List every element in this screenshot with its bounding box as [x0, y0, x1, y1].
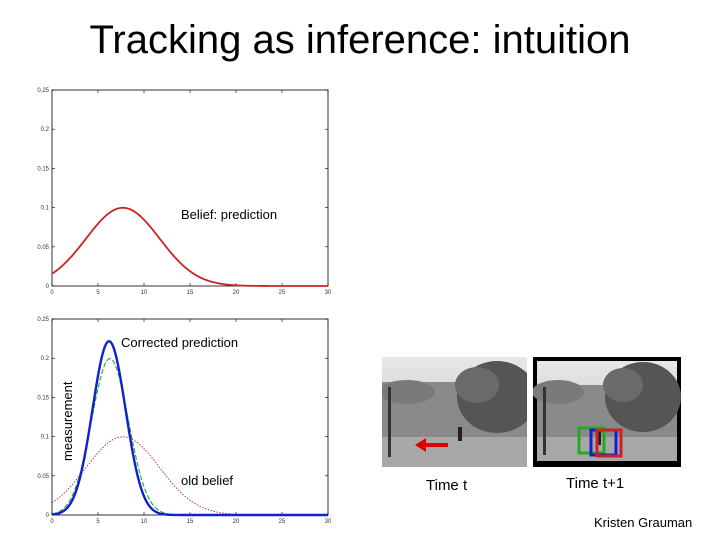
corrected-prediction-label: Corrected prediction [121, 335, 239, 350]
y-tick-label: 0.05 [37, 474, 49, 480]
plot-frame [51, 89, 329, 287]
y-tick-label: 0.1 [41, 206, 50, 212]
y-tick-label: 0.1 [41, 435, 50, 441]
x-tick-label: 20 [233, 290, 240, 296]
corrected-prediction-plot: 0 5 10 15 20 25 30 0 0.05 0.1 0.15 0.2 0.25 [37, 317, 332, 525]
x-tick-label: 5 [96, 519, 100, 525]
x-tick-label: 25 [279, 290, 286, 296]
y-tick-label: 0.25 [37, 88, 49, 94]
y-tick-label: 0.2 [41, 356, 50, 362]
y-tick-label: 0.15 [37, 395, 49, 401]
author-credit: Kristen Grauman [594, 515, 693, 530]
caption-time-t-plus-1: Time t+1 [566, 475, 625, 492]
slide-title: Tracking as inference: intuition [89, 18, 631, 62]
series-line-0 [51, 206, 328, 287]
plot-frame [51, 318, 329, 516]
y-tick-label: 0 [46, 513, 50, 519]
old-belief-label: old belief [181, 473, 234, 488]
frame-time-t-plus-1 [532, 357, 681, 467]
x-tick-label: 30 [325, 290, 332, 296]
x-tick-label: 15 [187, 290, 194, 296]
y-tick-label: 0.05 [37, 245, 49, 251]
y-tick-label: 0.15 [37, 166, 49, 172]
x-tick-label: 20 [233, 519, 240, 525]
x-tick-label: 10 [141, 290, 148, 296]
x-tick-label: 0 [50, 519, 54, 525]
y-tick-label: 0.2 [41, 127, 50, 133]
x-tick-label: 5 [96, 290, 100, 296]
series-line-0 [51, 436, 328, 516]
measurement-axis-label: measurement [60, 381, 75, 461]
frame-time-t [379, 357, 537, 467]
x-tick-label: 30 [325, 519, 332, 525]
x-tick-label: 15 [187, 519, 194, 525]
y-tick-label: 0.25 [37, 317, 49, 323]
x-tick-label: 0 [50, 290, 54, 296]
park-scene-image [379, 357, 537, 467]
belief-prediction-plot: 0 5 10 15 20 25 30 0 0.05 0.1 0.15 0.2 0.25 [37, 88, 332, 296]
park-scene-image [532, 361, 681, 461]
y-tick-label: 0 [46, 284, 50, 290]
caption-time-t: Time t [426, 477, 468, 494]
motion-arrow-head [415, 438, 426, 452]
belief-prediction-label: Belief: prediction [181, 207, 278, 222]
x-tick-label: 25 [279, 519, 286, 525]
x-tick-label: 10 [141, 519, 148, 525]
series-line-2 [51, 339, 328, 517]
predicted-box [595, 428, 623, 458]
